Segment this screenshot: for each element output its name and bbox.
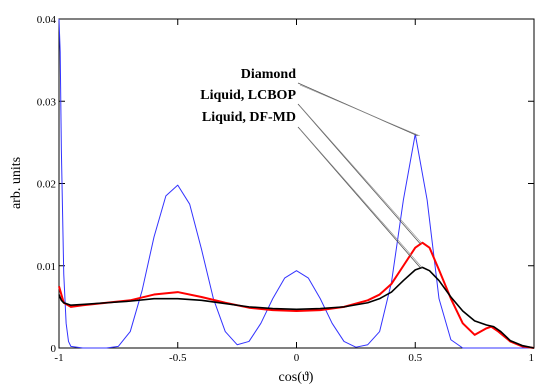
y-tick-label: 0 <box>51 343 57 355</box>
series-layer <box>58 18 535 349</box>
legend-label: Diamond <box>241 67 296 82</box>
x-tick-label: -1 <box>54 352 63 364</box>
x-tick-label: 0 <box>294 352 300 364</box>
legend-label: Liquid, LCBOP <box>200 88 296 103</box>
y-axis-label: arb. units <box>9 157 24 209</box>
x-axis: -1 -0.5 0 0.5 1 <box>54 19 535 364</box>
x-tick-label: 1 <box>529 352 535 364</box>
y-tick-label: 0.02 <box>37 179 56 191</box>
annotation-leader-line-2 <box>299 128 423 268</box>
annotation-leader-line-2 <box>299 84 420 137</box>
y-tick-label: 0.04 <box>37 14 57 26</box>
annotation-leader-line-2 <box>299 105 423 244</box>
legend-label: Liquid, DF-MD <box>202 110 296 125</box>
x-tick-label: 0.5 <box>408 352 422 364</box>
annotation-leader-line <box>297 103 421 244</box>
x-tick-label: -0.5 <box>169 352 187 364</box>
y-axis: 0 0.01 0.02 0.03 0.04 <box>37 14 534 355</box>
plot-area-frame <box>58 18 535 349</box>
y-tick-label: 0.03 <box>37 96 57 108</box>
annotation-leader-line <box>297 126 421 268</box>
y-tick-label: 0.01 <box>37 261 56 273</box>
legend-annotations: Diamond Liquid, LCBOP Liquid, DF-MD <box>200 67 423 268</box>
series-line-liquid-df-md <box>58 266 535 349</box>
x-axis-label: cos(ϑ) <box>279 370 314 385</box>
series-line-diamond <box>58 18 534 349</box>
